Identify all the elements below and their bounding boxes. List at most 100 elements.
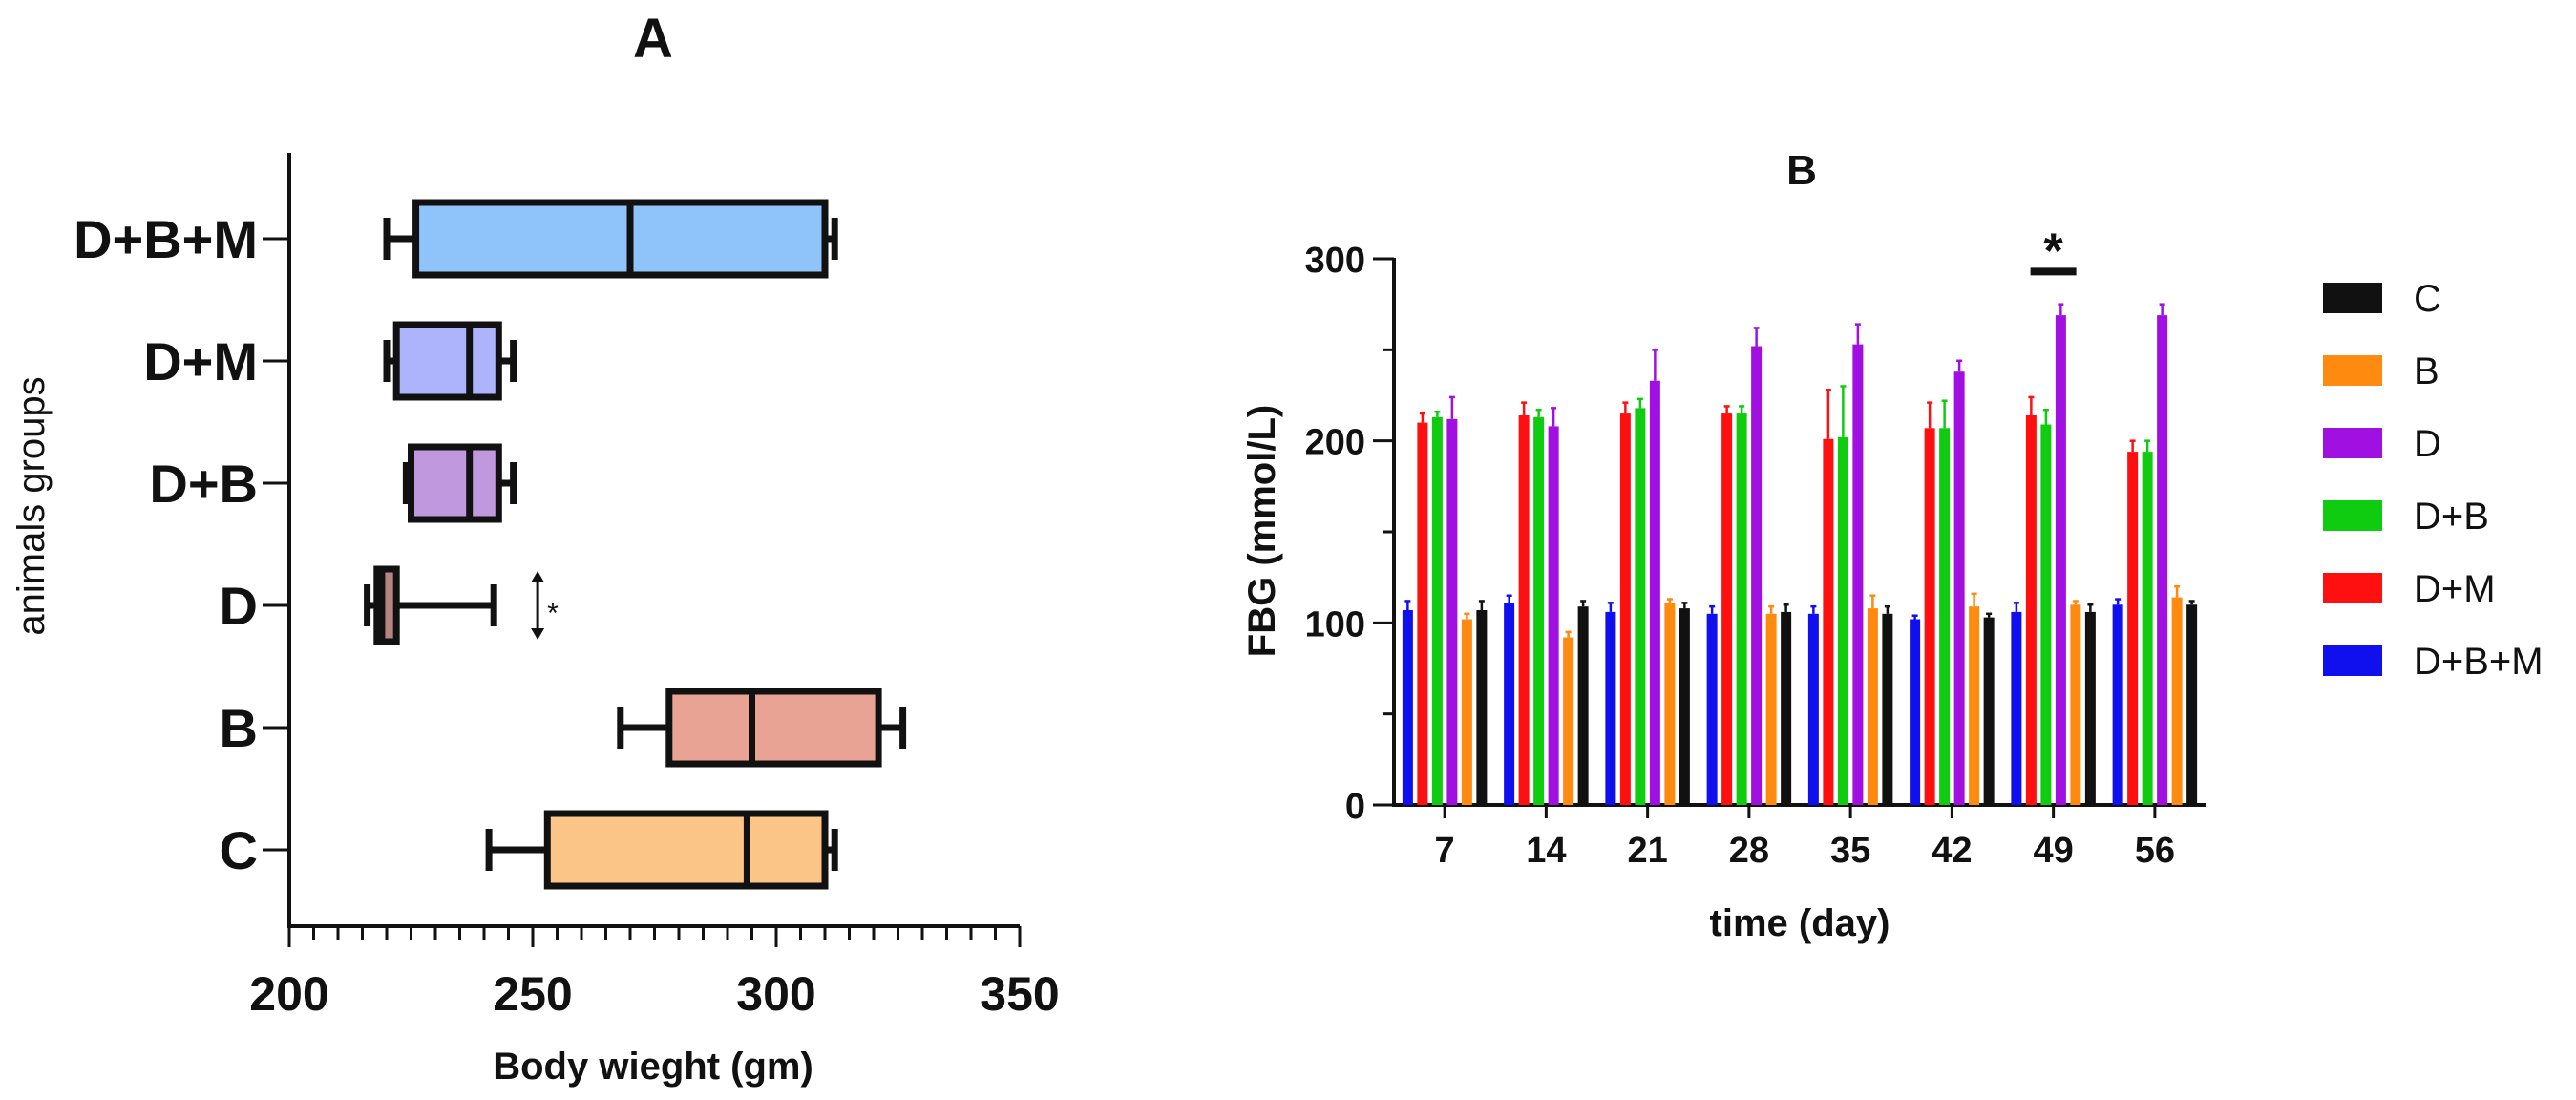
x-tick-label: 300	[736, 967, 815, 1021]
bar-D+B-day-28	[1736, 413, 1747, 805]
bar-D-day-56	[2157, 315, 2168, 805]
box-C	[485, 810, 838, 890]
bar-B-day-21	[1664, 603, 1676, 805]
bar-C-day-7	[1476, 609, 1488, 805]
box-D	[364, 565, 497, 645]
legend-label-D+B: D+B	[2414, 496, 2489, 538]
box-D+B+M	[383, 199, 838, 279]
significance-star: *	[2044, 223, 2064, 279]
bar-D-day-28	[1751, 346, 1763, 805]
bar-B-day-35	[1867, 608, 1878, 805]
y-tick-label: D	[220, 576, 258, 636]
iqr-box	[412, 199, 829, 279]
iqr-box	[665, 688, 882, 768]
panel-b-y-axis-label: FBG (mmol/L)	[1241, 405, 1283, 657]
bar-D+M-day-56	[2127, 452, 2139, 805]
bar-D+B-day-14	[1533, 416, 1545, 805]
bar-D-day-49	[2055, 315, 2066, 805]
panel-a-title: A	[633, 8, 673, 70]
bar-D+B-day-35	[1837, 436, 1848, 805]
x-tick-label: 250	[493, 967, 572, 1021]
bar-D+M-day-28	[1721, 413, 1733, 805]
bar-D+B+M-day-28	[1706, 613, 1718, 805]
panel-b-bars: *	[1402, 223, 2198, 805]
bar-D-day-21	[1649, 380, 1660, 805]
iqr-box	[543, 810, 829, 890]
bar-D+B+M-day-49	[2011, 611, 2022, 805]
panel-b-x-axis-label: time (day)	[1710, 902, 1890, 944]
y-tick-label: D+B+M	[74, 209, 258, 269]
panel-a-boxes: *	[364, 199, 907, 890]
legend-swatch-D	[2323, 428, 2382, 458]
bar-D+M-day-14	[1518, 414, 1530, 805]
bar-D+B+M-day-56	[2112, 604, 2123, 805]
y-tick-label: 0	[1345, 787, 1365, 827]
x-tick-label: 7	[1435, 831, 1455, 871]
annotation-star: *	[547, 598, 559, 629]
y-tick-label: 300	[1305, 241, 1365, 281]
bar-C-day-35	[1882, 613, 1893, 805]
bar-D+B+M-day-7	[1402, 609, 1413, 805]
y-tick-label: 100	[1305, 604, 1365, 645]
legend-swatch-D+M	[2323, 573, 2382, 603]
bar-C-day-21	[1679, 608, 1690, 805]
bar-D+B-day-42	[1939, 428, 1951, 805]
legend-label-C: C	[2414, 278, 2441, 320]
legend-label-D+B+M: D+B+M	[2414, 641, 2544, 683]
bar-D-day-42	[1953, 371, 1965, 805]
bar-D+B+M-day-35	[1807, 613, 1819, 805]
box-B	[617, 688, 907, 768]
bar-D+B-day-7	[1431, 416, 1443, 805]
bar-D-day-7	[1446, 418, 1458, 805]
bar-B-day-56	[2171, 597, 2183, 805]
bar-C-day-28	[1781, 611, 1792, 805]
bar-B-day-42	[1969, 606, 1980, 805]
bar-C-day-14	[1577, 606, 1589, 805]
legend-swatch-C	[2323, 283, 2382, 313]
bar-B-day-28	[1765, 613, 1777, 805]
x-tick-label: 49	[2033, 831, 2073, 871]
significance-annotation: *	[531, 571, 559, 640]
legend-swatch-B	[2323, 355, 2382, 386]
bar-B-day-49	[2070, 604, 2081, 805]
x-tick-label: 35	[1830, 831, 1870, 871]
bar-C-day-56	[2186, 604, 2198, 805]
bar-D+M-day-21	[1619, 413, 1631, 805]
annotation-arrow-up	[531, 571, 545, 582]
x-tick-label: 21	[1627, 831, 1667, 871]
bar-D+M-day-42	[1924, 428, 1935, 805]
bar-D+B+M-day-42	[1910, 619, 1921, 805]
x-tick-label: 350	[980, 967, 1059, 1021]
x-tick-label: 56	[2135, 831, 2175, 871]
bar-D-day-14	[1548, 426, 1559, 805]
panel-a-x-axis-label: Body wieght (gm)	[493, 1046, 813, 1088]
bar-C-day-42	[1983, 617, 1995, 805]
bar-D+M-day-7	[1417, 422, 1428, 805]
panel-b: B time (day) FBG (mmol/L) 0 100 200 300 7 14 2…	[1241, 147, 2544, 944]
bar-D+M-day-49	[2025, 414, 2037, 805]
y-tick-label: D+B	[149, 454, 258, 514]
bar-D+B+M-day-14	[1504, 603, 1515, 805]
iqr-box	[408, 443, 502, 523]
bar-D+B-day-56	[2142, 452, 2153, 805]
legend-swatch-D+B	[2323, 500, 2382, 531]
panel-a-ticks: 200 250 300 350 D+B+M D+M D+B D B C	[74, 209, 1060, 1021]
bar-D+B-day-49	[2040, 424, 2052, 805]
legend-label-D+M: D+M	[2414, 568, 2496, 610]
annotation-arrow-down	[531, 628, 545, 640]
bar-D+M-day-35	[1823, 438, 1834, 805]
x-tick-label: 200	[249, 967, 328, 1021]
y-tick-label: 200	[1305, 423, 1365, 463]
y-tick-label: D+M	[143, 331, 258, 391]
box-D+B	[402, 443, 517, 523]
x-tick-label: 28	[1729, 831, 1769, 871]
legend-swatch-D+B+M	[2323, 645, 2382, 676]
bar-B-day-7	[1461, 619, 1472, 805]
bar-D+B+M-day-21	[1605, 611, 1616, 805]
iqr-box	[392, 321, 502, 401]
y-tick-label: B	[220, 698, 258, 758]
panel-b-ticks: 0 100 200 300 7 14 21 28 35 42 49 56	[1305, 241, 2175, 871]
x-tick-label: 14	[1526, 831, 1566, 871]
legend-label-B: B	[2414, 350, 2439, 392]
